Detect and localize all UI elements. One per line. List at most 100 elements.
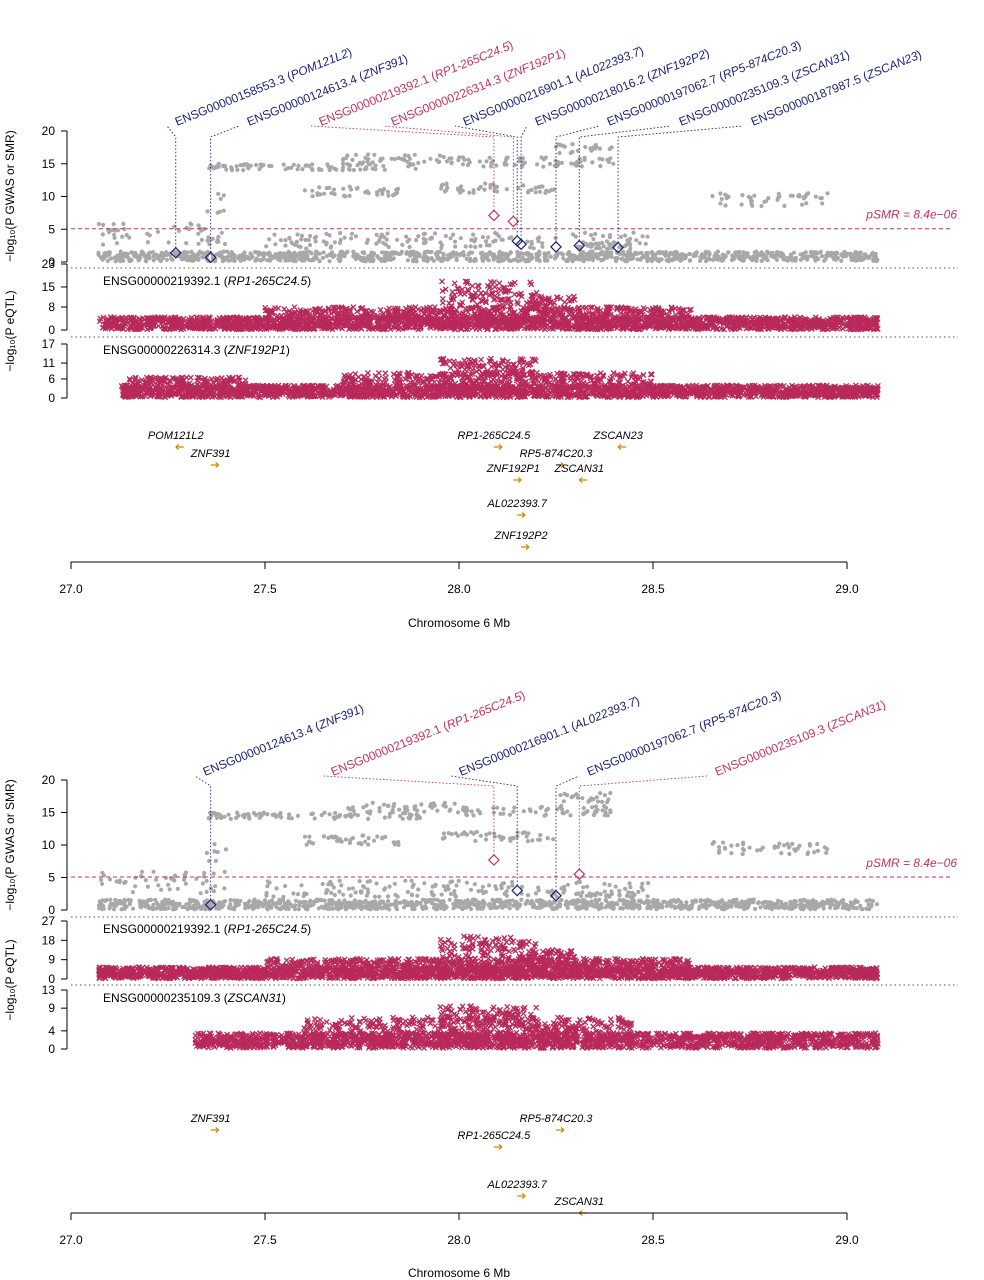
gwas-point (722, 255, 728, 260)
gwas-point (617, 245, 622, 250)
gwas-point (729, 257, 735, 263)
smr-callout-leader (578, 125, 672, 241)
smr-callout-leader (555, 125, 600, 242)
gwas-point (687, 251, 693, 256)
gwas-point (224, 255, 229, 260)
gwas-point (222, 242, 228, 247)
gwas-point (488, 182, 493, 187)
gwas-point (329, 191, 334, 196)
gwas-point (112, 235, 117, 240)
smr-diamond-marker (169, 246, 182, 259)
gwas-point (107, 230, 112, 235)
gwas-point (363, 190, 368, 195)
gwas-point (493, 238, 498, 243)
callout-paren: ) (345, 45, 354, 59)
gwas-point (122, 227, 127, 232)
gwas-point (429, 256, 434, 261)
gwas-point (330, 254, 336, 259)
gwas-point (581, 250, 586, 255)
gwas-point (272, 232, 277, 237)
gwas-point (347, 184, 352, 189)
gwas-point (385, 189, 391, 194)
gwas-point (334, 167, 339, 172)
gwas-point (496, 253, 501, 259)
gwas-point (618, 234, 624, 239)
gwas-point (509, 258, 514, 263)
gwas-point (125, 255, 131, 260)
callout-gene: ZSCAN23 (864, 49, 921, 83)
gwas-point (422, 251, 427, 256)
gwas-point (473, 236, 478, 242)
gwas-point (467, 259, 473, 264)
gwas-point (310, 194, 315, 199)
gwas-point (541, 164, 546, 169)
gwas-point (200, 250, 205, 255)
gwas-point (600, 233, 606, 239)
gwas-point (489, 164, 494, 169)
gwas-point (225, 249, 230, 254)
gwas-point (570, 259, 575, 264)
gwas-point (637, 241, 642, 246)
gwas-point (199, 237, 204, 242)
gwas-point (458, 190, 463, 195)
gwas-point (753, 257, 759, 262)
gwas-point (624, 242, 629, 247)
gwas-point (643, 241, 648, 246)
gwas-point (487, 155, 492, 160)
gwas-point (304, 246, 309, 251)
gwas-point (490, 252, 495, 257)
gwas-point (780, 254, 785, 259)
eqtl-paren: ) (307, 274, 311, 288)
gwas-point (232, 254, 237, 259)
gwas-point (875, 257, 880, 263)
gwas-point (678, 258, 683, 263)
callout-paren: ) (401, 51, 410, 65)
gwas-point (582, 230, 588, 235)
gwas-point (649, 249, 655, 255)
gwas-point (525, 239, 530, 244)
gwas-point (416, 234, 421, 239)
gwas-point (129, 250, 134, 255)
gwas-y-tick-label: 15 (42, 157, 56, 171)
gwas-point (465, 163, 471, 168)
eqtl-probe-id: ENSG00000219392.1 (103, 274, 221, 288)
gwas-point (454, 257, 459, 263)
gwas-point (520, 156, 526, 161)
gwas-point (219, 230, 224, 235)
gwas-y-axis-label: −log₁₀(P GWAS or SMR) (3, 130, 17, 261)
gwas-point (374, 241, 379, 246)
gwas-point (699, 252, 705, 257)
gwas-point (483, 239, 489, 244)
gwas-point (775, 197, 780, 202)
gwas-point (774, 257, 780, 262)
gwas-point (298, 244, 303, 250)
gwas-point (222, 163, 227, 168)
smr-diamond-marker (515, 238, 528, 251)
gwas-point (609, 145, 614, 150)
gwas-point (623, 259, 628, 264)
gwas-point (609, 254, 614, 259)
smr-callout-leader (454, 125, 518, 237)
gwas-point (565, 251, 570, 256)
gwas-point (547, 161, 553, 166)
gwas-point (287, 256, 292, 261)
gwas-point (412, 152, 417, 157)
gwas-point (164, 257, 169, 262)
gwas-point (343, 194, 348, 199)
gwas-point (226, 258, 231, 263)
gwas-point (151, 258, 156, 263)
eqtl-panel-title: ENSG00000219392.1 (RP1-265C24.5) (103, 274, 311, 288)
gwas-point (582, 157, 587, 163)
gwas-point (264, 244, 269, 249)
gwas-point (124, 232, 129, 238)
gwas-point (494, 163, 499, 168)
smr-callouts: ENSG00000158553.3 (POM121L2)ENSG00000124… (166, 38, 924, 253)
gwas-point (308, 233, 313, 239)
smr-callout-leader (520, 125, 528, 240)
gwas-point (718, 201, 723, 206)
gwas-point (343, 251, 349, 256)
gwas-point (440, 258, 445, 263)
gwas-point (712, 254, 717, 259)
